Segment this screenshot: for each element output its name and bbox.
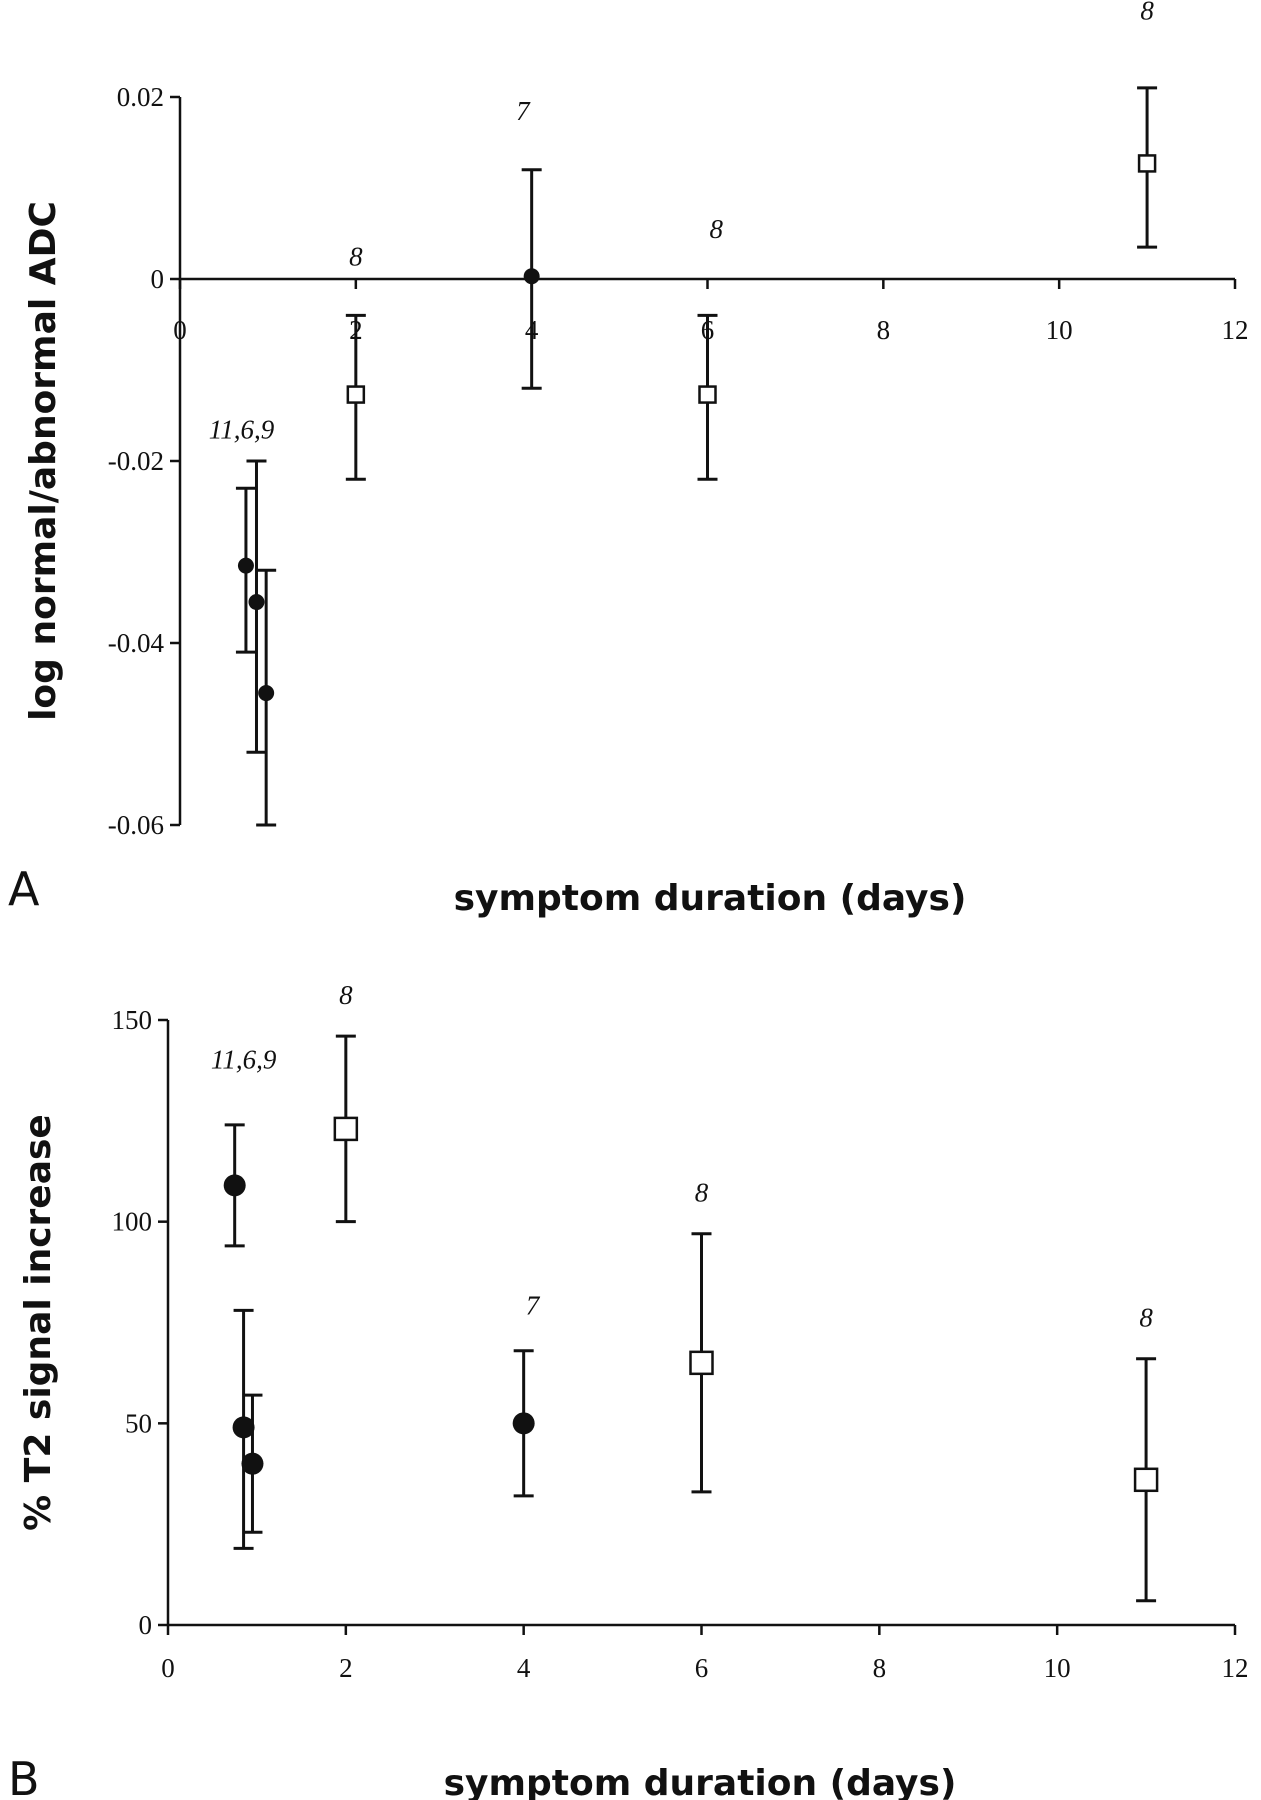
panel-a-y-tick-label: -0.02 bbox=[108, 446, 164, 476]
panel-label-a: A bbox=[8, 862, 40, 916]
panel-a-y-tick-label: -0.04 bbox=[108, 628, 165, 658]
panel-a-x-tick-label: 12 bbox=[1222, 315, 1249, 345]
panel-b-x-tick-label: 2 bbox=[339, 1653, 353, 1683]
panel-b-x-tick-label: 10 bbox=[1044, 1653, 1071, 1683]
panel-b-x-tick-label: 4 bbox=[517, 1653, 531, 1683]
panel-a-y-tick-label: -0.06 bbox=[108, 810, 164, 840]
panel-a-annotation-n: 11,6,9 bbox=[209, 414, 275, 444]
panel-a-x-tick-label: 0 bbox=[173, 315, 187, 345]
panel-a-point-open-square bbox=[1137, 154, 1157, 173]
panel-b-y-tick-label: 100 bbox=[112, 1207, 153, 1237]
panel-b-y-tick-label: 50 bbox=[125, 1408, 152, 1438]
panel-a-x-axis-label: symptom duration (days) bbox=[454, 878, 967, 919]
panel-b-x-tick-label: 6 bbox=[695, 1653, 709, 1683]
panel-b-annotation-n: 11,6,9 bbox=[211, 1044, 277, 1074]
panel-b-x-tick-label: 0 bbox=[161, 1653, 175, 1683]
panel-b-point-filled-circle bbox=[223, 1174, 246, 1197]
panel-b-annotation-n: 8 bbox=[1139, 1303, 1153, 1333]
panel-b-y-axis-label: % T2 signal increase bbox=[18, 1114, 59, 1531]
panel-a-y-axis-label: log normal/abnormal ADC bbox=[23, 201, 64, 721]
panel-b-point-open-square bbox=[333, 1116, 359, 1142]
panel-b-point-filled-circle bbox=[232, 1416, 255, 1439]
panel-a-annotation-n: 8 bbox=[1140, 0, 1154, 26]
panel-a-annotation-n: 7 bbox=[516, 96, 531, 126]
panel-b-point-open-square bbox=[689, 1350, 714, 1376]
panel-a-point-filled-circle bbox=[523, 268, 540, 285]
panel-b-annotation-n: 8 bbox=[339, 980, 353, 1010]
panel-b-x-tick-label: 12 bbox=[1222, 1653, 1249, 1683]
panel-b-y-tick-label: 150 bbox=[112, 1005, 153, 1035]
panel-a-point-filled-circle bbox=[248, 594, 265, 611]
panel-b-annotation-n: 8 bbox=[695, 1178, 709, 1208]
panel-b-x-axis-label: symptom duration (days) bbox=[444, 1763, 957, 1800]
panel-b-plot: 0 50 100 150 0 2 4 6 8 10 12 % T2 signal increase sy… bbox=[18, 980, 1249, 1800]
panel-b-annotation-n: 7 bbox=[526, 1290, 541, 1320]
panel-a-annotation-n: 8 bbox=[710, 214, 724, 244]
panel-a-annotation-n: 8 bbox=[349, 241, 363, 271]
panel-b-y-tick-label: 0 bbox=[139, 1610, 153, 1640]
panel-a-point-open-square bbox=[346, 385, 366, 404]
panel-b-point-open-square bbox=[1133, 1467, 1159, 1493]
panel-a-point-filled-circle bbox=[237, 557, 254, 574]
panel-b-point-filled-circle bbox=[512, 1412, 535, 1435]
panel-b-point-filled-circle bbox=[241, 1452, 264, 1475]
panel-a-x-tick-label: 8 bbox=[877, 315, 891, 345]
panel-a-point-filled-circle bbox=[258, 685, 275, 702]
panel-a-x-tick-label: 10 bbox=[1046, 315, 1073, 345]
panel-a-y-tick-label: 0.02 bbox=[117, 82, 164, 112]
panel-b-x-tick-label: 8 bbox=[873, 1653, 887, 1683]
panel-a-point-open-square bbox=[698, 385, 717, 404]
panel-label-b: B bbox=[8, 1752, 40, 1800]
panel-a-y-tick-label: 0 bbox=[151, 264, 165, 294]
